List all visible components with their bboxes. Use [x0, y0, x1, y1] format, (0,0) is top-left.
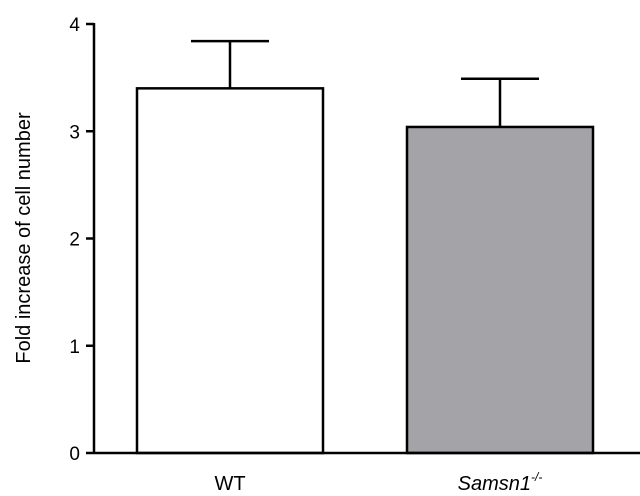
bar-wt	[135, 87, 325, 455]
x-axis: WT Samsn1-/-	[94, 451, 640, 495]
y-tick-label: 2	[69, 230, 80, 251]
y-axis: 0 1 2 3 4	[69, 15, 96, 465]
category-name: Samsn1	[458, 473, 531, 495]
category-superscript: -/-	[531, 470, 542, 484]
y-tick-label: 0	[69, 444, 80, 465]
bar-samsn1	[405, 125, 595, 455]
x-category-label: Samsn1-/-	[458, 470, 543, 495]
y-tick-label: 1	[69, 337, 80, 358]
y-tick-label: 4	[69, 15, 80, 36]
y-tick-label: 3	[69, 122, 80, 143]
bars-group	[135, 39, 595, 455]
category-name: WT	[214, 473, 245, 495]
y-axis-title: Fold increase of cell number	[13, 112, 35, 364]
x-category-label: WT	[214, 473, 245, 495]
